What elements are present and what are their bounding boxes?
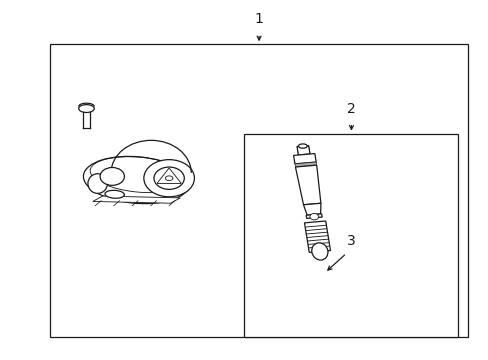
Ellipse shape: [79, 105, 94, 112]
Bar: [244, 134, 458, 337]
Text: 3: 3: [346, 234, 355, 248]
Polygon shape: [93, 196, 180, 203]
Circle shape: [143, 159, 194, 197]
Circle shape: [309, 213, 318, 220]
Ellipse shape: [83, 156, 189, 204]
Polygon shape: [305, 214, 322, 219]
Circle shape: [154, 167, 184, 189]
Polygon shape: [296, 145, 309, 155]
Ellipse shape: [298, 144, 306, 148]
Ellipse shape: [105, 190, 124, 198]
Bar: [50, 44, 467, 337]
Text: 2: 2: [346, 102, 355, 116]
Circle shape: [100, 167, 124, 185]
Polygon shape: [294, 162, 316, 167]
Polygon shape: [304, 221, 330, 252]
Ellipse shape: [165, 176, 173, 180]
Polygon shape: [293, 154, 316, 164]
Polygon shape: [295, 165, 320, 205]
Ellipse shape: [88, 174, 107, 193]
Ellipse shape: [311, 243, 327, 260]
Polygon shape: [303, 203, 320, 215]
Text: 1: 1: [254, 12, 263, 26]
